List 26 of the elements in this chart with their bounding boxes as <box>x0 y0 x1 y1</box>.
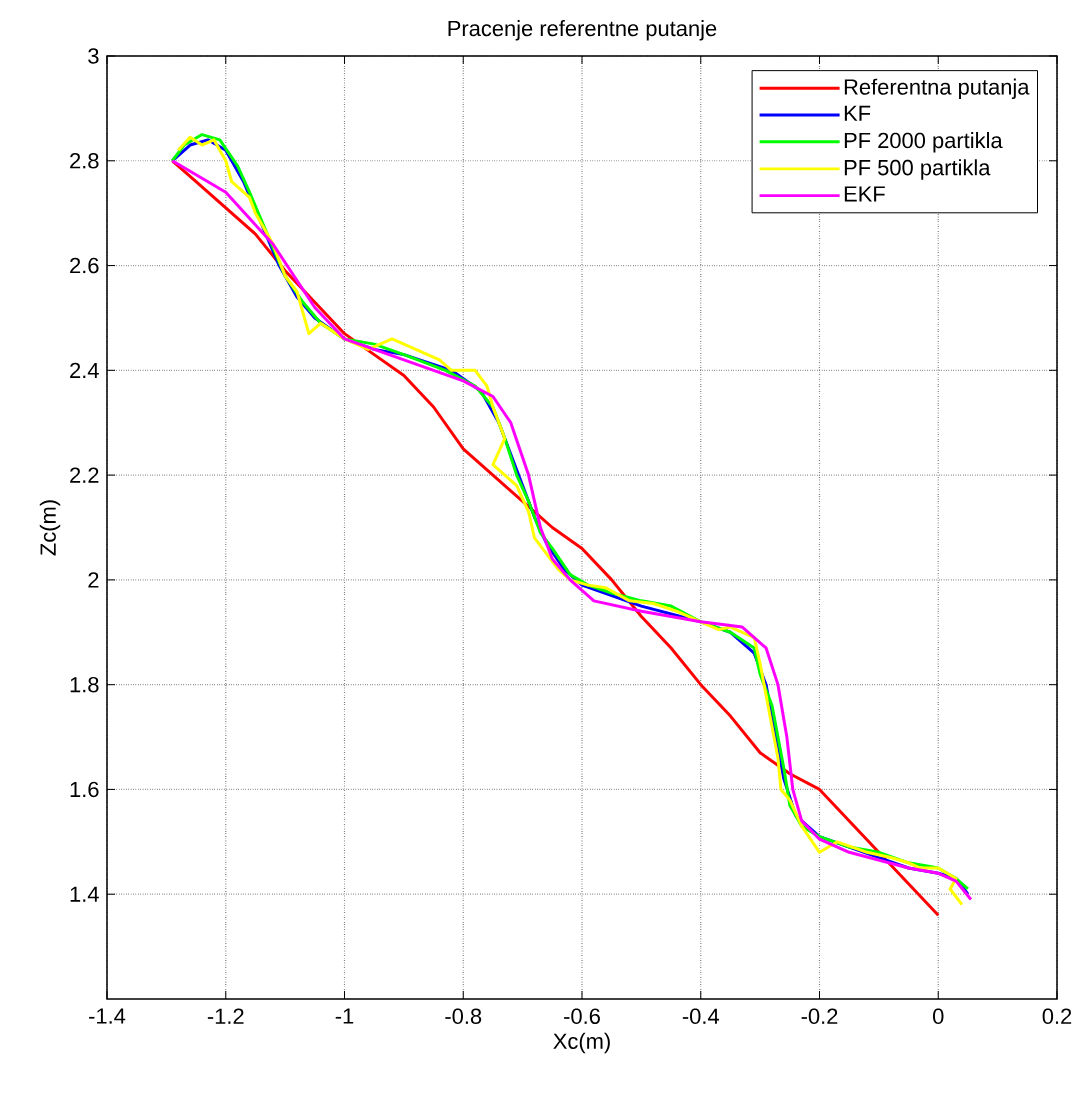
x-tick-label: -1.4 <box>89 1008 126 1024</box>
x-tick-label: -0.8 <box>445 1008 482 1025</box>
legend-label: KF <box>844 105 871 121</box>
x-tick-label: 0 <box>933 1008 944 1025</box>
x-tick-label: -0.6 <box>564 1008 600 1025</box>
y-tick-label: 2.8 <box>70 153 99 169</box>
y-tick-label: 1.6 <box>70 781 99 798</box>
y-tick-label: 2.6 <box>70 257 99 274</box>
x-tick-label: -0.4 <box>682 1008 719 1025</box>
y-tick-label: 2 <box>88 572 99 588</box>
y-axis-title: Zc(m) <box>39 500 61 556</box>
x-tick-label: -1 <box>335 1008 354 1024</box>
legend-label: EKF <box>844 186 885 202</box>
x-tick-label: -0.2 <box>801 1008 838 1025</box>
legend-label: Referentna putanja <box>844 78 1030 100</box>
y-tick-label: 1.4 <box>70 886 99 902</box>
y-tick-label: 1.8 <box>70 676 99 693</box>
legend-label: PF 2000 partikla <box>844 132 1003 153</box>
x-tick-label: -1.2 <box>207 1008 244 1024</box>
legend-label: PF 500 partikla <box>844 159 991 180</box>
y-tick-label: 3 <box>88 48 99 64</box>
x-axis-title: Xc(m) <box>553 1032 610 1054</box>
x-tick-label: 0.2 <box>1042 1008 1072 1025</box>
chart-title: Pracenje referentne putanje <box>448 20 717 41</box>
y-tick-label: 2.2 <box>70 467 99 483</box>
y-tick-label: 2.4 <box>70 362 99 378</box>
